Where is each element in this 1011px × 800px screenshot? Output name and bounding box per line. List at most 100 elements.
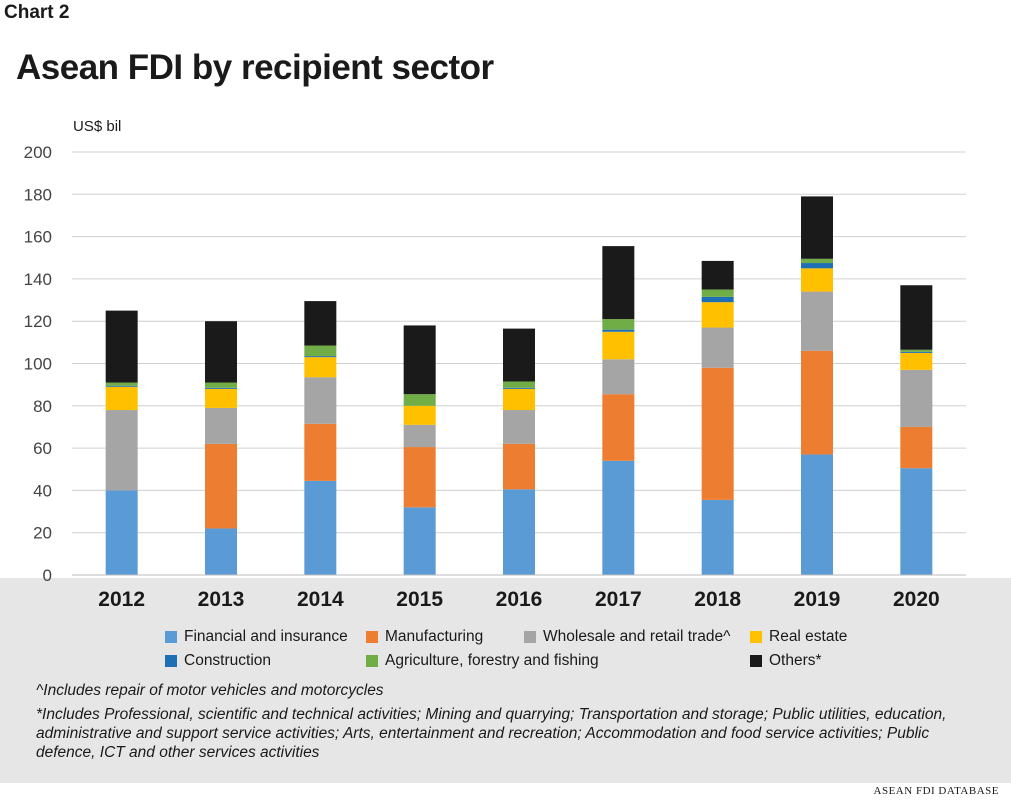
bar-segment	[403, 507, 436, 575]
y-tick-label: 80	[33, 397, 52, 416]
y-tick-label: 140	[24, 270, 52, 289]
x-tick-label: 2016	[496, 588, 543, 611]
footnote-others: *Includes Professional, scientific and t…	[36, 706, 947, 761]
bar-segment	[503, 328, 535, 382]
bar-segment	[205, 443, 237, 529]
bar-segment	[900, 349, 933, 352]
legend-item: Manufacturing	[366, 628, 483, 646]
bar-segment	[304, 301, 337, 346]
bar-segment	[701, 289, 734, 297]
bar-segment	[602, 331, 635, 360]
legend-swatch	[524, 631, 536, 643]
bar-segment	[503, 443, 535, 490]
bar-segment	[105, 490, 138, 575]
bar-segment	[403, 394, 436, 406]
bar-segment	[205, 321, 237, 383]
bar-segment	[503, 381, 535, 388]
bar-segment	[503, 489, 535, 575]
legend-panel: Financial and insurance Manufacturing Whol…	[0, 578, 1011, 783]
legend-item: Others*	[750, 652, 822, 670]
bar-segment	[801, 263, 833, 269]
bar-segment	[701, 260, 734, 290]
bar-segment	[602, 329, 635, 332]
legend-item: Wholesale and retail trade^	[524, 628, 730, 646]
stacked-bar-chart: 0 20 40 60 80 100 120 140 160 180 200 2012 2013 2014 2…	[24, 143, 966, 611]
bar-segment	[105, 410, 138, 491]
legend-swatch	[750, 631, 762, 643]
legend-label: Real estate	[769, 628, 848, 645]
legend-item: Agriculture, forestry and fishing	[366, 652, 599, 670]
bar-segment	[403, 325, 436, 395]
bar-segment	[701, 302, 734, 328]
x-tick-label: 2020	[893, 588, 940, 611]
bar-segment	[503, 387, 535, 389]
bar-segment	[900, 369, 933, 427]
bar-segment	[900, 352, 933, 370]
legend-label: Manufacturing	[385, 628, 484, 645]
y-tick-label: 100	[24, 355, 52, 374]
legend-swatch	[366, 631, 378, 643]
bar-segment	[900, 351, 933, 353]
x-tick-label: 2013	[198, 588, 245, 611]
bar-segment	[602, 246, 635, 320]
bar-segment	[403, 405, 436, 425]
legend-item: Construction	[165, 652, 271, 670]
legend-label: Others*	[769, 652, 822, 669]
bar-segment	[105, 385, 138, 387]
y-tick-label: 160	[24, 228, 52, 247]
bar-segment	[900, 285, 933, 350]
x-tick-label: 2014	[297, 588, 344, 611]
chart-label: Chart 2	[4, 2, 70, 23]
bar-segment	[701, 327, 734, 368]
bar-segment	[602, 394, 635, 461]
bar-segment	[900, 426, 933, 469]
bar-segment	[105, 382, 138, 386]
legend-item: Real estate	[750, 628, 847, 646]
bar-segment	[801, 454, 833, 575]
bar-segment	[304, 345, 337, 357]
bar-segment	[304, 423, 337, 481]
y-tick-label: 120	[24, 312, 52, 331]
bar-segment	[602, 460, 635, 575]
bar-segment	[105, 386, 138, 411]
legend-label: Agriculture, forestry and fishing	[385, 652, 599, 669]
y-tick-label: 60	[33, 439, 52, 458]
bar-segment	[602, 319, 635, 330]
bar-segment	[205, 528, 237, 575]
chart-title: Asean FDI by recipient sector	[16, 48, 494, 87]
y-tick-label: 0	[43, 566, 52, 585]
x-tick-label: 2017	[595, 588, 642, 611]
bar-segment	[801, 350, 833, 455]
bar-segment	[503, 388, 535, 411]
bar-segment	[205, 407, 237, 444]
y-tick-label: 180	[24, 185, 52, 204]
footnote-repair: ^Includes repair of motor vehicles and m…	[36, 682, 384, 699]
legend-swatch	[165, 655, 177, 667]
bar-segment	[801, 196, 833, 259]
bar-segment	[701, 499, 734, 575]
y-tick-label: 20	[33, 524, 52, 543]
bar-segment	[304, 356, 337, 358]
y-tick-label: 200	[24, 143, 52, 162]
x-tick-label: 2012	[98, 588, 145, 611]
bar-segment	[503, 410, 535, 444]
bar-segment	[304, 377, 337, 424]
bar-segment	[304, 480, 337, 575]
bar-segment	[403, 424, 436, 448]
bar-segment	[205, 387, 237, 389]
legend-swatch	[165, 631, 177, 643]
x-tick-label: 2015	[396, 588, 443, 611]
bar-segment	[602, 359, 635, 395]
legend-label: Wholesale and retail trade^	[543, 628, 731, 645]
y-axis-label: US$ bil	[73, 118, 122, 135]
x-tick-label: 2018	[694, 588, 741, 611]
bar-segment	[403, 447, 436, 508]
bar-segment	[801, 258, 833, 264]
bar-segment	[205, 382, 237, 388]
source-credit: ASEAN FDI DATABASE	[873, 785, 999, 797]
bar-segment	[304, 357, 337, 378]
legend-label: Financial and insurance	[184, 628, 348, 645]
legend-label: Construction	[184, 652, 272, 669]
bar-segment	[701, 367, 734, 500]
x-tick-label: 2019	[794, 588, 841, 611]
